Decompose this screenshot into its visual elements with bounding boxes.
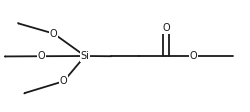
Text: O: O — [50, 29, 58, 39]
Text: O: O — [190, 51, 198, 61]
Text: O: O — [162, 23, 170, 33]
Text: O: O — [38, 51, 45, 61]
Text: O: O — [60, 76, 68, 86]
Text: Si: Si — [80, 51, 90, 61]
